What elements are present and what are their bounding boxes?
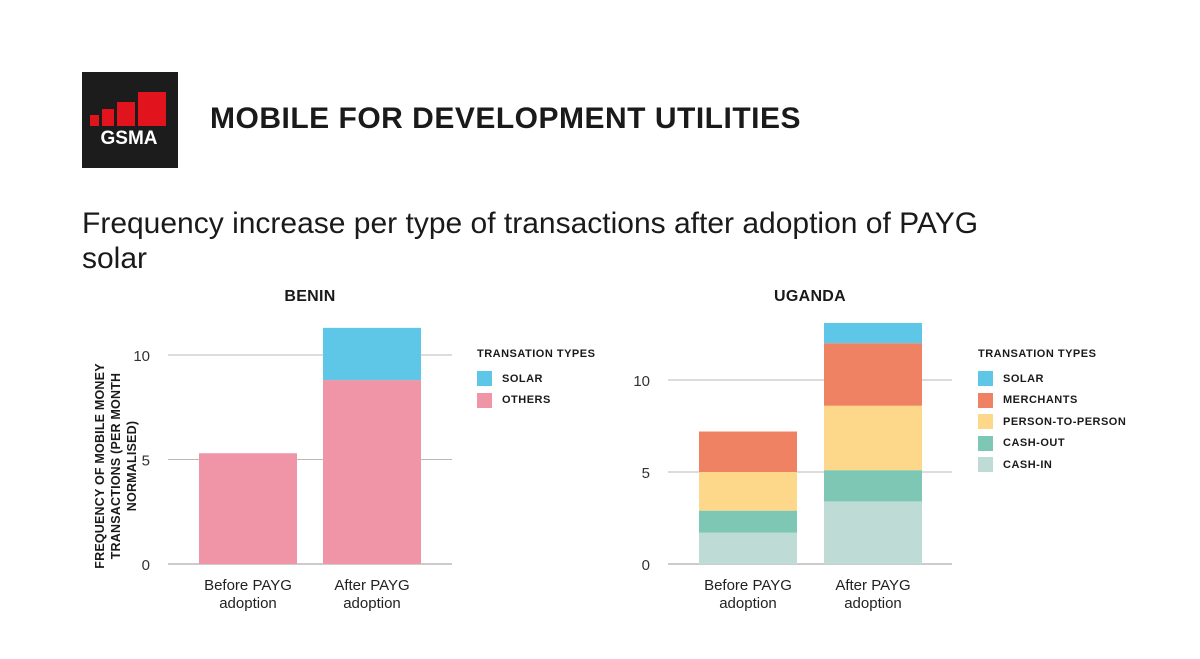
gsma-logo: GSMA [82,72,178,168]
legend-item-cash-out: CASH-OUT [978,433,1126,455]
legend-title: TRANSATION TYPES [978,348,1097,360]
y-tick-label: 5 [142,453,150,470]
legend-label: PERSON-TO-PERSON [1003,415,1127,428]
legend-label: CASH-IN [1003,458,1053,471]
y-tick-label: 10 [633,373,650,390]
bar-others-after [323,380,421,564]
header-title: MOBILE FOR DEVELOPMENT UTILITIES [210,102,802,135]
legend-uganda: TRANSATION TYPES SOLAR MERCHANTS PERSON-TO… [978,348,1126,476]
legend-swatch [978,392,993,408]
bar-person-to-person-before [699,472,797,511]
y-tick-label: 10 [133,348,150,365]
bar-cash-out-after [824,470,922,502]
bar-merchants-after [824,343,922,406]
x-tick-label: Before PAYG [204,577,292,594]
bar-merchants-before [699,431,797,472]
legend-item-solar: SOLAR [477,368,595,390]
legend-swatch [978,414,993,430]
legend-swatch [978,435,993,451]
bar-person-to-person-after [824,405,922,471]
legend-item-cash-in: CASH-IN [978,454,1126,476]
legend-item-solar: SOLAR [978,368,1126,390]
bar-cash-out-before [699,510,797,533]
legend-label: MERCHANTS [1003,394,1078,407]
legend-title: TRANSATION TYPES [477,348,596,360]
x-tick-label: adoption [844,595,902,612]
legend-label: CASH-OUT [1003,437,1066,450]
legend-swatch [978,371,993,387]
y-tick-label: 0 [642,557,650,574]
bar-others-before [199,453,297,564]
legend-label: OTHERS [502,394,551,407]
legend-label: SOLAR [1003,372,1044,385]
logo-wordmark: GSMA [101,128,158,149]
legend-item-merchants: MERCHANTS [978,390,1126,412]
x-tick-label: After PAYG [334,577,409,594]
legend-swatch [477,392,492,408]
legend-swatch [978,457,993,473]
bar-solar-after [323,327,421,381]
x-tick-label: adoption [219,595,277,612]
logo-bar-1 [90,115,99,126]
legend-label: SOLAR [502,372,543,385]
bar-cash-in-after [824,501,922,564]
page-title: Frequency increase per type of transacti… [82,207,979,275]
chart-title-uganda: UGANDA [773,288,847,305]
legend-item-person-to-person: PERSON-TO-PERSON [978,411,1126,433]
x-tick-label: After PAYG [835,577,910,594]
x-tick-label: adoption [719,595,777,612]
bar-cash-in-before [699,532,797,564]
logo-bar-4 [138,92,166,126]
logo-bar-3 [117,102,135,126]
gsma-logo-mark: GSMA [90,92,166,149]
bar-solar-after [824,322,922,344]
logo-bar-2 [102,109,114,126]
y-tick-label: 0 [142,557,150,574]
chart-title-benin: BENIN [284,288,336,305]
legend-benin: TRANSATION TYPES SOLAR OTHERS [477,348,595,411]
legend-item-others: OTHERS [477,390,595,412]
legend-swatch [477,371,492,387]
y-tick-label: 5 [642,465,650,482]
x-tick-label: Before PAYG [704,577,792,594]
x-tick-label: adoption [343,595,401,612]
